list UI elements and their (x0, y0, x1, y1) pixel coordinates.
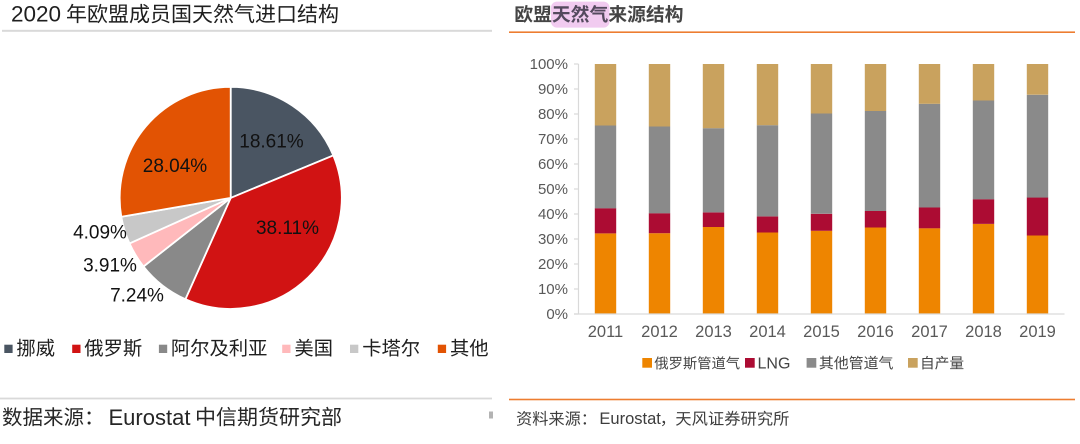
svg-text:2019: 2019 (1019, 323, 1056, 341)
svg-text:2015: 2015 (803, 323, 840, 341)
svg-text:90%: 90% (538, 81, 568, 98)
svg-text:60%: 60% (538, 156, 568, 173)
svg-text:28.04%: 28.04% (143, 156, 208, 177)
svg-text:4.09%: 4.09% (73, 223, 127, 244)
svg-text:Eurostat: Eurostat (109, 405, 191, 430)
svg-text:2012: 2012 (641, 323, 678, 341)
svg-text:18.61%: 18.61% (239, 132, 304, 153)
svg-text:0%: 0% (546, 306, 568, 323)
svg-text:7.24%: 7.24% (110, 286, 164, 307)
svg-text:2017: 2017 (911, 323, 948, 341)
svg-text:2020: 2020 (11, 2, 61, 27)
svg-text:2016: 2016 (857, 323, 894, 341)
svg-text:50%: 50% (538, 181, 568, 198)
svg-text:LNG: LNG (758, 355, 791, 372)
svg-text:80%: 80% (538, 106, 568, 123)
svg-text:2014: 2014 (749, 323, 786, 341)
svg-text:2013: 2013 (695, 323, 732, 341)
svg-text:30%: 30% (538, 231, 568, 248)
svg-text:38.11%: 38.11% (256, 218, 319, 239)
svg-text:3.91%: 3.91% (83, 256, 137, 277)
svg-text:Eurostat: Eurostat (599, 410, 661, 428)
svg-text:2011: 2011 (588, 323, 623, 341)
svg-text:40%: 40% (538, 206, 568, 223)
svg-text:2018: 2018 (965, 323, 1002, 341)
svg-text:20%: 20% (538, 256, 568, 273)
svg-text:70%: 70% (538, 131, 568, 148)
svg-text:10%: 10% (538, 281, 568, 298)
svg-text:100%: 100% (530, 56, 568, 73)
